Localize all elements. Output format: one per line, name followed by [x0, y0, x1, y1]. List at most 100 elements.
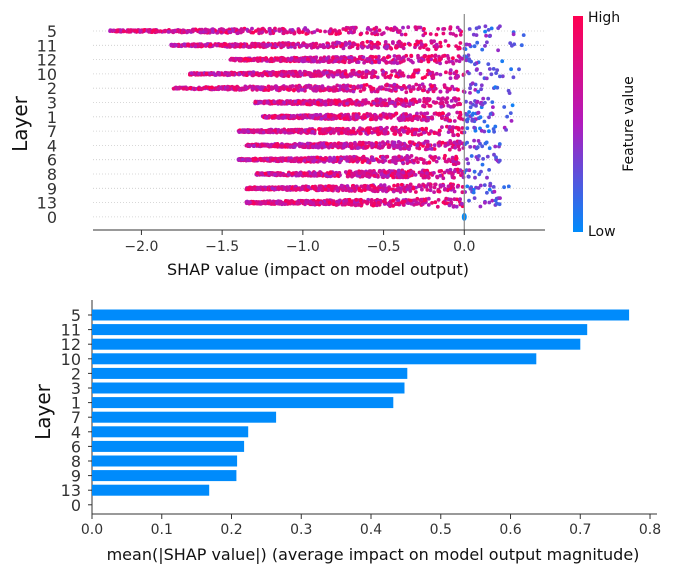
swarm-point — [189, 71, 194, 76]
swarm-point — [464, 99, 468, 104]
swarm-point — [308, 100, 313, 105]
swarm-point — [493, 144, 498, 149]
swarm-point — [391, 40, 395, 44]
swarm-point — [349, 99, 354, 104]
swarm-point — [338, 56, 343, 61]
swarm-point — [217, 71, 222, 75]
swarm-point — [277, 27, 282, 32]
swarm-point — [365, 27, 370, 31]
swarm-point — [427, 132, 431, 136]
swarm-point — [391, 28, 396, 33]
swarm-point — [399, 87, 404, 92]
swarm-point — [323, 114, 328, 119]
swarm-point — [420, 126, 425, 131]
swarm-point — [322, 144, 327, 149]
swarm-point — [215, 43, 219, 48]
swarm-point — [252, 86, 257, 90]
swarm-point — [394, 74, 398, 79]
swarm-point — [342, 116, 347, 121]
swarm-point — [437, 128, 442, 133]
swarm-point — [487, 168, 491, 172]
swarm-point — [419, 157, 424, 162]
swarm-point — [473, 82, 478, 87]
swarm-point — [472, 125, 477, 130]
swarm-point — [424, 126, 429, 131]
swarm-point — [263, 171, 268, 176]
swarm-point — [313, 145, 318, 150]
swarm-point — [470, 113, 475, 117]
swarm-point — [409, 89, 413, 94]
swarm-point — [434, 159, 439, 164]
swarm-point — [457, 28, 462, 33]
swarm-point — [398, 175, 403, 180]
swarm-point — [396, 56, 400, 60]
swarm-point — [267, 29, 272, 33]
swarm-point — [448, 87, 452, 91]
swarm-point — [376, 46, 381, 50]
swarm-point — [305, 57, 310, 62]
swarm-point — [476, 89, 481, 94]
swarm-point — [232, 85, 237, 90]
swarm-point — [428, 32, 433, 36]
swarm-point — [248, 158, 252, 163]
swarm-layer-8 — [254, 167, 491, 181]
swarm-point — [342, 60, 347, 65]
swarm-point — [349, 26, 354, 30]
swarm-point — [259, 130, 264, 135]
swarm-point — [237, 130, 242, 134]
swarm-point — [396, 85, 401, 89]
swarm-point — [386, 145, 391, 150]
swarm-point — [432, 190, 436, 195]
swarm-point — [368, 28, 373, 32]
swarm-point — [315, 113, 319, 117]
swarm-point — [475, 40, 480, 45]
swarm-point — [484, 76, 489, 81]
swarm-point — [381, 144, 386, 148]
swarm-point — [476, 139, 481, 143]
swarm-point — [400, 128, 405, 133]
swarm-point — [401, 115, 406, 119]
swarm-point — [369, 75, 374, 80]
swarm-point — [307, 84, 312, 89]
swarm-point — [393, 129, 398, 134]
swarm-point — [483, 100, 487, 105]
swarm-point — [438, 44, 443, 49]
swarm-point — [438, 72, 443, 77]
swarm-point — [445, 168, 450, 173]
swarm-point — [242, 87, 246, 92]
swarm-point — [260, 30, 265, 35]
swarm-point — [268, 72, 272, 77]
swarm-point — [482, 119, 487, 124]
swarm-point — [392, 54, 397, 58]
swarm-point — [401, 73, 406, 78]
swarm-point — [407, 140, 412, 145]
swarm-point — [355, 146, 360, 151]
swarm-point — [487, 67, 492, 71]
swarm-point — [132, 28, 137, 33]
swarm-point — [389, 115, 393, 120]
swarm-point — [485, 40, 489, 45]
swarm-point — [324, 173, 328, 178]
swarm-point — [315, 155, 320, 160]
swarm-point — [384, 101, 389, 106]
swarm-point — [298, 69, 302, 74]
swarm-point — [467, 168, 472, 173]
swarm-point — [335, 40, 340, 45]
swarm-point — [473, 62, 477, 67]
swarm-point — [357, 171, 362, 176]
swarm-point — [430, 84, 434, 89]
swarm-point — [417, 99, 422, 103]
swarm-point — [235, 85, 240, 90]
swarm-point — [246, 45, 251, 49]
swarm-point — [278, 130, 283, 135]
swarm-point — [359, 131, 363, 136]
swarm-point — [318, 29, 323, 33]
swarm-point — [253, 100, 258, 104]
swarm-point — [377, 28, 382, 33]
swarm-point — [324, 141, 329, 146]
swarm-point — [348, 72, 353, 76]
swarm-point — [430, 115, 434, 120]
swarm-point — [451, 133, 456, 138]
swarm-point — [507, 91, 512, 95]
